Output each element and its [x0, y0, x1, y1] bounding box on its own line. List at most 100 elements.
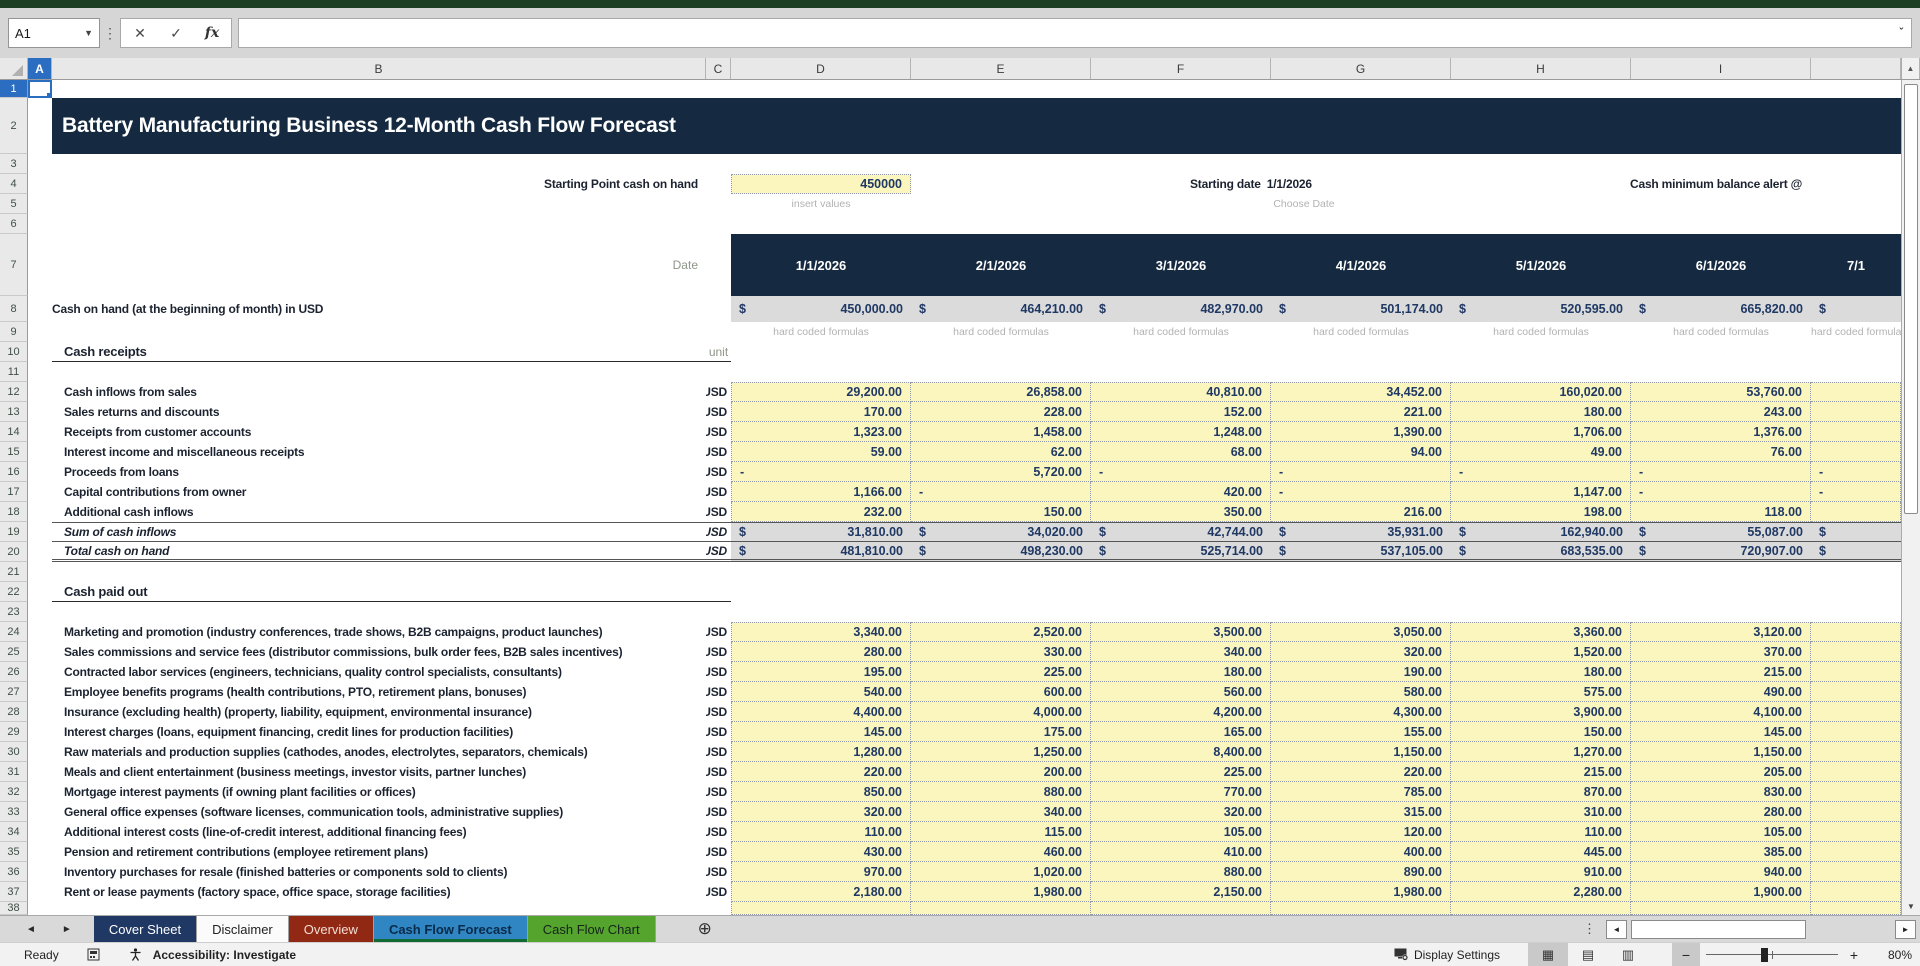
expense-value-cell[interactable]: 3,120.00: [1631, 622, 1811, 642]
expense-value-cell[interactable]: 105.00: [1091, 822, 1271, 842]
expense-value-cell[interactable]: 215.00: [1631, 662, 1811, 682]
sheet-tab-cash-flow-chart[interactable]: Cash Flow Chart: [528, 916, 656, 942]
receipt-value-cell[interactable]: 1,390.00: [1271, 422, 1451, 442]
receipt-value-cell[interactable]: 118.00: [1631, 502, 1811, 522]
unit-cell[interactable]: USD: [706, 862, 731, 882]
expense-value-cell[interactable]: 110.00: [731, 822, 911, 842]
receipt-value-cell[interactable]: [1811, 422, 1901, 442]
row-header-2[interactable]: 2: [0, 98, 28, 154]
column-header-A[interactable]: A: [28, 58, 52, 79]
expense-value-cell[interactable]: 1,980.00: [911, 882, 1091, 902]
receipt-value-cell[interactable]: 1,458.00: [911, 422, 1091, 442]
expense-value-cell[interactable]: 1,520.00: [1451, 642, 1631, 662]
empty-cell[interactable]: [28, 562, 1901, 582]
row-header-38[interactable]: 38: [0, 902, 28, 915]
expense-value-cell[interactable]: 330.00: [911, 642, 1091, 662]
expense-value-cell[interactable]: 830.00: [1631, 782, 1811, 802]
macro-record-icon[interactable]: [87, 948, 100, 961]
sheet-tab-cash-flow-forecast[interactable]: Cash Flow Forecast: [374, 916, 528, 942]
unit-cell[interactable]: USD: [706, 882, 731, 902]
empty-cell[interactable]: [28, 296, 52, 322]
expense-value-cell[interactable]: 2,520.00: [911, 622, 1091, 642]
empty-cell[interactable]: [706, 234, 731, 296]
expense-value-cell[interactable]: [1271, 902, 1451, 915]
empty-cell[interactable]: [28, 214, 1901, 234]
empty-cell[interactable]: [28, 842, 52, 862]
row-header-18[interactable]: 18: [0, 502, 28, 522]
expense-value-cell[interactable]: 180.00: [1451, 662, 1631, 682]
formula-input[interactable]: ˇ: [238, 18, 1912, 48]
unit-cell[interactable]: USD: [706, 722, 731, 742]
expense-value-cell[interactable]: 600.00: [911, 682, 1091, 702]
cash-on-hand-label[interactable]: Cash on hand (at the beginning of month)…: [52, 296, 706, 322]
expense-value-cell[interactable]: 220.00: [731, 762, 911, 782]
expense-value-cell[interactable]: 890.00: [1271, 862, 1451, 882]
expense-value-cell[interactable]: 150.00: [1451, 722, 1631, 742]
unit-cell[interactable]: USD: [706, 662, 731, 682]
empty-cell[interactable]: [28, 802, 52, 822]
expense-value-cell[interactable]: 320.00: [1271, 642, 1451, 662]
receipt-item-label[interactable]: Interest income and miscellaneous receip…: [52, 442, 706, 462]
empty-cell[interactable]: [28, 322, 731, 342]
zoom-slider[interactable]: [1706, 943, 1838, 966]
expense-value-cell[interactable]: 205.00: [1631, 762, 1811, 782]
expense-value-cell[interactable]: 410.00: [1091, 842, 1271, 862]
expense-value-cell[interactable]: [1631, 902, 1811, 915]
row-header-14[interactable]: 14: [0, 422, 28, 442]
expense-value-cell[interactable]: 3,900.00: [1451, 702, 1631, 722]
expense-value-cell[interactable]: 1,150.00: [1631, 742, 1811, 762]
row-header-9[interactable]: 9: [0, 322, 28, 342]
empty-cell[interactable]: [706, 174, 731, 194]
expense-item-label[interactable]: Raw materials and production supplies (c…: [52, 742, 706, 762]
expense-item-label[interactable]: Additional interest costs (line-of-credi…: [52, 822, 706, 842]
expense-value-cell[interactable]: 1,020.00: [911, 862, 1091, 882]
new-sheet-icon[interactable]: ⊕: [698, 916, 712, 942]
date-header-2/1/2026[interactable]: 2/1/2026: [911, 234, 1091, 296]
unit-cell[interactable]: USD: [706, 842, 731, 862]
receipt-value-cell[interactable]: [1811, 442, 1901, 462]
empty-cell[interactable]: [28, 642, 52, 662]
expense-value-cell[interactable]: 180.00: [1091, 662, 1271, 682]
receipt-value-cell[interactable]: -: [1451, 462, 1631, 482]
normal-view-button[interactable]: ▦: [1528, 943, 1568, 966]
expense-item-label[interactable]: Insurance (excluding health) (property, …: [52, 702, 706, 722]
row-header-4[interactable]: 4: [0, 174, 28, 194]
receipt-value-cell[interactable]: 180.00: [1451, 402, 1631, 422]
row-header-28[interactable]: 28: [0, 702, 28, 722]
expense-item-label[interactable]: Marketing and promotion (industry confer…: [52, 622, 706, 642]
receipt-value-cell[interactable]: 150.00: [911, 502, 1091, 522]
scroll-left-icon[interactable]: ◄: [1606, 920, 1627, 939]
total-value-3[interactable]: $42,744.00: [1091, 522, 1271, 542]
total-value-4[interactable]: $35,931.00: [1271, 522, 1451, 542]
expense-value-cell[interactable]: 490.00: [1631, 682, 1811, 702]
receipt-value-cell[interactable]: -: [911, 482, 1091, 502]
receipt-value-cell[interactable]: 170.00: [731, 402, 911, 422]
expense-value-cell[interactable]: 4,200.00: [1091, 702, 1271, 722]
hard-coded-hint[interactable]: hard coded formulas: [1271, 322, 1451, 342]
sheet-tab-cover-sheet[interactable]: Cover Sheet: [94, 916, 197, 942]
receipt-value-cell[interactable]: 53,760.00: [1631, 382, 1811, 402]
hard-coded-hint[interactable]: hard coded formulas: [731, 322, 911, 342]
total-value-4[interactable]: $537,105.00: [1271, 542, 1451, 562]
expense-value-cell[interactable]: 430.00: [731, 842, 911, 862]
empty-cell[interactable]: [706, 296, 731, 322]
receipt-value-cell[interactable]: 62.00: [911, 442, 1091, 462]
zoom-slider-thumb[interactable]: [1761, 948, 1768, 962]
expense-value-cell[interactable]: 110.00: [1451, 822, 1631, 842]
row-header-23[interactable]: 23: [0, 602, 28, 622]
empty-cell[interactable]: [28, 662, 52, 682]
row-header-34[interactable]: 34: [0, 822, 28, 842]
total-value-2[interactable]: $498,230.00: [911, 542, 1091, 562]
expense-value-cell[interactable]: 3,360.00: [1451, 622, 1631, 642]
unit-cell[interactable]: USD: [706, 642, 731, 662]
receipt-value-cell[interactable]: 49.00: [1451, 442, 1631, 462]
horizontal-scrollbar-thumb[interactable]: [1631, 920, 1806, 939]
row-header-30[interactable]: 30: [0, 742, 28, 762]
row-header-21[interactable]: 21: [0, 562, 28, 582]
unit-header-blank[interactable]: [706, 582, 731, 602]
expense-value-cell[interactable]: 1,280.00: [731, 742, 911, 762]
expense-value-cell[interactable]: [1811, 902, 1901, 915]
receipt-value-cell[interactable]: 76.00: [1631, 442, 1811, 462]
hard-coded-hint[interactable]: hard coded formulas: [1091, 322, 1271, 342]
receipt-value-cell[interactable]: -: [1271, 482, 1451, 502]
